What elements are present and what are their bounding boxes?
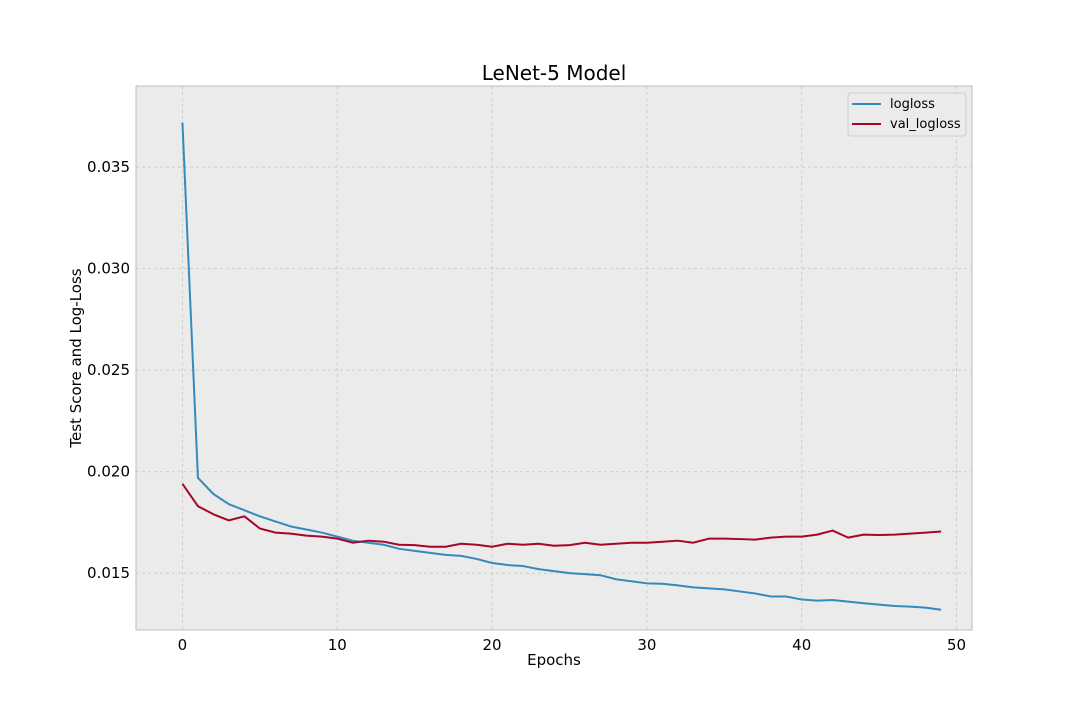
y-tick-label: 0.015 [87,564,130,582]
plot-frame [135,85,973,631]
series-line-val-logloss [181,483,942,548]
x-tick-label: 20 [483,636,502,654]
y-tick-label: 0.035 [87,158,130,176]
x-tick-label: 0 [178,636,188,654]
legend-label-val-logloss: val_logloss [890,117,961,132]
legend: logloss val_logloss [847,92,967,137]
y-tick-label: 0.020 [87,463,130,481]
series-line-logloss [181,122,942,611]
y-axis-label: Test Score and Log-Loss [67,268,85,448]
x-tick-label: 40 [792,636,811,654]
chart-title: LeNet-5 Model [482,61,627,85]
tick-labels: 0 10 20 30 40 50 0.015 0.020 0.025 0.030 0.035 [87,158,966,654]
y-tick-label: 0.030 [87,260,130,278]
plot-area [136,86,972,630]
grid [136,86,972,630]
y-tick-label: 0.025 [87,361,130,379]
x-tick-label: 50 [947,636,966,654]
series-layer [181,122,942,611]
x-tick-label: 30 [637,636,656,654]
x-tick-label: 10 [328,636,347,654]
legend-label-logloss: logloss [890,97,935,112]
x-axis-label: Epochs [527,651,581,669]
